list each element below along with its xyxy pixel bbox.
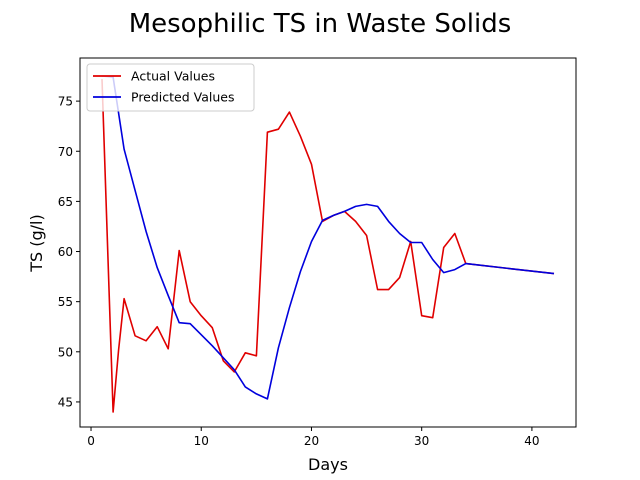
legend: Actual Values Predicted Values: [86, 63, 255, 112]
y-axis-ticks: 45 50 55 60 65 70 75: [58, 95, 80, 409]
chart-title: Mesophilic TS in Waste Solids: [129, 9, 512, 39]
y-tick-label: 55: [58, 295, 73, 309]
x-tick-label: 10: [194, 434, 209, 448]
x-axis-ticks: 0 10 20 30 40: [87, 427, 540, 448]
series-line-predicted: [101, 75, 555, 400]
x-tick-label: 20: [304, 434, 319, 448]
legend-box: [86, 63, 255, 112]
y-tick-label: 60: [58, 245, 73, 259]
y-tick-label: 75: [58, 95, 73, 109]
series-line-actual: [101, 79, 555, 413]
y-tick-label: 65: [58, 195, 73, 209]
y-tick-label: 50: [58, 345, 73, 359]
x-axis-label: Days: [308, 455, 348, 474]
plot-lines: [101, 75, 555, 413]
x-tick-label: 40: [524, 434, 539, 448]
y-tick-label: 45: [58, 395, 73, 409]
x-tick-label: 0: [87, 434, 95, 448]
legend-label-predicted: Predicted Values: [131, 90, 235, 105]
plot-area-frame: [79, 57, 577, 428]
y-axis-label: TS (g/l): [27, 214, 46, 273]
legend-label-actual: Actual Values: [131, 69, 215, 84]
y-tick-label: 70: [58, 145, 73, 159]
x-tick-label: 30: [414, 434, 429, 448]
